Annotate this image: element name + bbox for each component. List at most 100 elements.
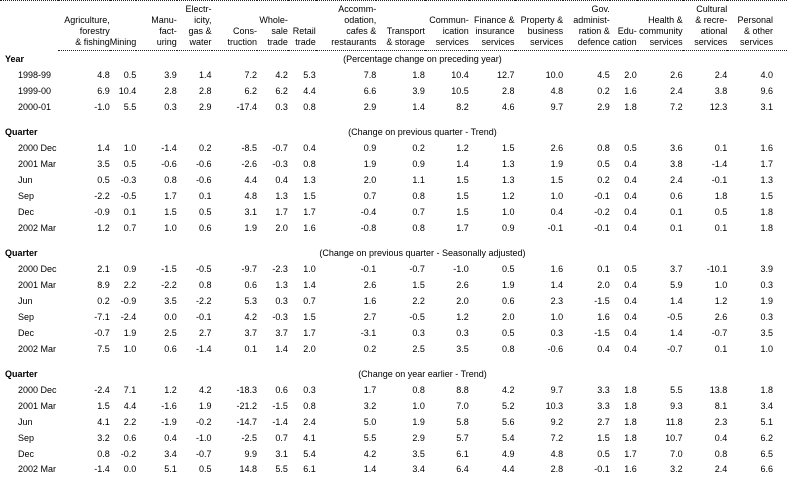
row-label: 2000 Dec bbox=[18, 263, 57, 274]
table-cell: 1.0 bbox=[303, 263, 316, 274]
header-row: Agriculture, forestry & fishing Mining Man… bbox=[0, 0, 787, 51]
section-note: (Change on previous quarter - Trend) bbox=[348, 126, 497, 137]
table-cell: 4.4 bbox=[123, 400, 137, 411]
table-cell: 1.5 bbox=[597, 432, 610, 443]
table-cell: -0.1 bbox=[547, 222, 564, 233]
row-label: 1999-00 bbox=[18, 85, 52, 96]
table-cell: 3.7 bbox=[244, 327, 257, 338]
table-cell: 0.1 bbox=[198, 190, 212, 201]
table-cell: 0.4 bbox=[624, 158, 637, 169]
table-row: 2000-01 -1.0 5.5 0.3 2.9 -17.4 0.3 0.8 2.9 1.4 8.2… bbox=[0, 99, 787, 115]
table-cell: -0.6 bbox=[161, 158, 177, 169]
table-cell: 1.4 bbox=[412, 101, 425, 112]
section-label: Quarter bbox=[5, 126, 38, 137]
table-cell: 7.0 bbox=[670, 448, 683, 459]
table-cell: 2.0 bbox=[624, 69, 637, 80]
table-cell: -18.3 bbox=[236, 384, 257, 395]
table-cell: -0.2 bbox=[120, 448, 137, 459]
table-cell: 0.8 bbox=[303, 158, 316, 169]
table-cell: -0.2 bbox=[195, 416, 212, 427]
table-row: 1999-00 6.9 10.4 2.8 2.8 6.2 6.2 4.4 6.6 3.9 10.5 2… bbox=[0, 83, 787, 99]
table-cell: 5.5 bbox=[670, 384, 683, 395]
table-cell: 1.3 bbox=[275, 190, 288, 201]
table-cell: 2.4 bbox=[714, 69, 728, 80]
table-cell: -2.2 bbox=[161, 279, 177, 290]
row-label: 2002 Mar bbox=[18, 222, 57, 233]
table-cell: 3.9 bbox=[760, 263, 773, 274]
table-cell: -0.6 bbox=[195, 158, 212, 169]
row-label: Jun bbox=[18, 174, 33, 185]
table-cell: 1.0 bbox=[760, 343, 773, 354]
table-cell: 3.3 bbox=[597, 400, 610, 411]
table-cell: 5.3 bbox=[244, 295, 257, 306]
table-cell: 0.4 bbox=[550, 206, 564, 217]
table-cell: -0.9 bbox=[94, 206, 110, 217]
table-cell: -0.6 bbox=[195, 174, 212, 185]
table-cell: 4.4 bbox=[244, 174, 257, 185]
table-row: 1998-99 4.8 0.5 3.9 1.4 7.2 4.2 5.3 7.8 1.8 10.4 12… bbox=[0, 67, 787, 83]
table-cell: -0.1 bbox=[360, 263, 377, 274]
table-cell: 1.5 bbox=[303, 311, 316, 322]
table-cell: -1.0 bbox=[195, 432, 212, 443]
table-cell: -14.7 bbox=[236, 416, 257, 427]
table-cell: 2.2 bbox=[123, 416, 137, 427]
table-cell: 0.6 bbox=[502, 295, 515, 306]
table-cell: 2.1 bbox=[97, 263, 110, 274]
table-cell: 0.4 bbox=[624, 311, 637, 322]
table-cell: 1.7 bbox=[303, 206, 316, 217]
table-cell: 2.8 bbox=[502, 85, 515, 96]
table-row: Sep 3.2 0.6 0.4 -1.0 -2.5 0.7 4.1 5.5 2.9 5.7 5.4 7.… bbox=[0, 430, 787, 446]
table-cell: 1.9 bbox=[244, 222, 257, 233]
table-cell: 9.7 bbox=[550, 384, 564, 395]
table-cell: 5.4 bbox=[502, 432, 515, 443]
table-cell: 1.2 bbox=[502, 190, 515, 201]
table-cell: -0.1 bbox=[195, 311, 212, 322]
column-header: Health & community services bbox=[636, 0, 683, 51]
table-cell: 3.1 bbox=[760, 101, 773, 112]
table-cell: 2.6 bbox=[456, 279, 469, 290]
row-label: 2000-01 bbox=[18, 101, 52, 112]
table-cell: 1.4 bbox=[303, 279, 316, 290]
table-cell: -0.1 bbox=[594, 222, 610, 233]
table-cell: 1.5 bbox=[456, 174, 469, 185]
table-cell: 2.8 bbox=[164, 85, 177, 96]
table-cell: 4.9 bbox=[502, 448, 515, 459]
table-cell: 3.5 bbox=[164, 295, 177, 306]
table-cell: 0.6 bbox=[123, 432, 137, 443]
table-cell: 13.8 bbox=[709, 384, 728, 395]
table-cell: 0.4 bbox=[275, 174, 288, 185]
table-cell: 4.1 bbox=[303, 432, 316, 443]
table-cell: 3.3 bbox=[597, 384, 610, 395]
table-cell: 1.5 bbox=[456, 206, 469, 217]
table-cell: 4.8 bbox=[550, 448, 564, 459]
column-header: Gov. administ- ration & defence bbox=[563, 0, 610, 51]
table-cell: 1.9 bbox=[123, 327, 137, 338]
table-cell: 1.4 bbox=[363, 464, 377, 475]
table-cell: 1.0 bbox=[714, 279, 728, 290]
table-cell: 4.1 bbox=[97, 416, 110, 427]
table-cell: 6.2 bbox=[275, 85, 288, 96]
table-cell: 2.5 bbox=[412, 343, 425, 354]
table-cell: 9.6 bbox=[760, 85, 773, 96]
table-cell: 0.2 bbox=[198, 142, 212, 153]
table-cell: 4.6 bbox=[502, 101, 515, 112]
table-cell: 1.7 bbox=[275, 206, 288, 217]
table-cell: 0.5 bbox=[123, 69, 137, 80]
spacer-cell bbox=[0, 115, 787, 124]
table-cell: 1.7 bbox=[760, 158, 773, 169]
table-cell: 14.8 bbox=[239, 464, 257, 475]
table-cell: 0.2 bbox=[597, 174, 610, 185]
table-row: 2002 Mar -1.4 0.0 5.1 0.5 14.8 5.5 6.1 1.4 3.4 6.4… bbox=[0, 462, 787, 477]
table-cell: 1.4 bbox=[550, 279, 564, 290]
table-cell: 2.7 bbox=[363, 311, 377, 322]
table-cell: -0.4 bbox=[360, 206, 377, 217]
table-cell: 6.9 bbox=[97, 85, 110, 96]
table-cell: -1.4 bbox=[711, 158, 728, 169]
table-cell: 1.2 bbox=[456, 142, 469, 153]
table-cell: 3.1 bbox=[275, 448, 288, 459]
table-cell: 2.7 bbox=[597, 416, 610, 427]
table-cell: 1.8 bbox=[714, 190, 728, 201]
section-row: Year (Percentage change on preceding year… bbox=[0, 51, 787, 67]
table-cell: 1.8 bbox=[624, 400, 637, 411]
table-cell: 0.9 bbox=[412, 158, 425, 169]
